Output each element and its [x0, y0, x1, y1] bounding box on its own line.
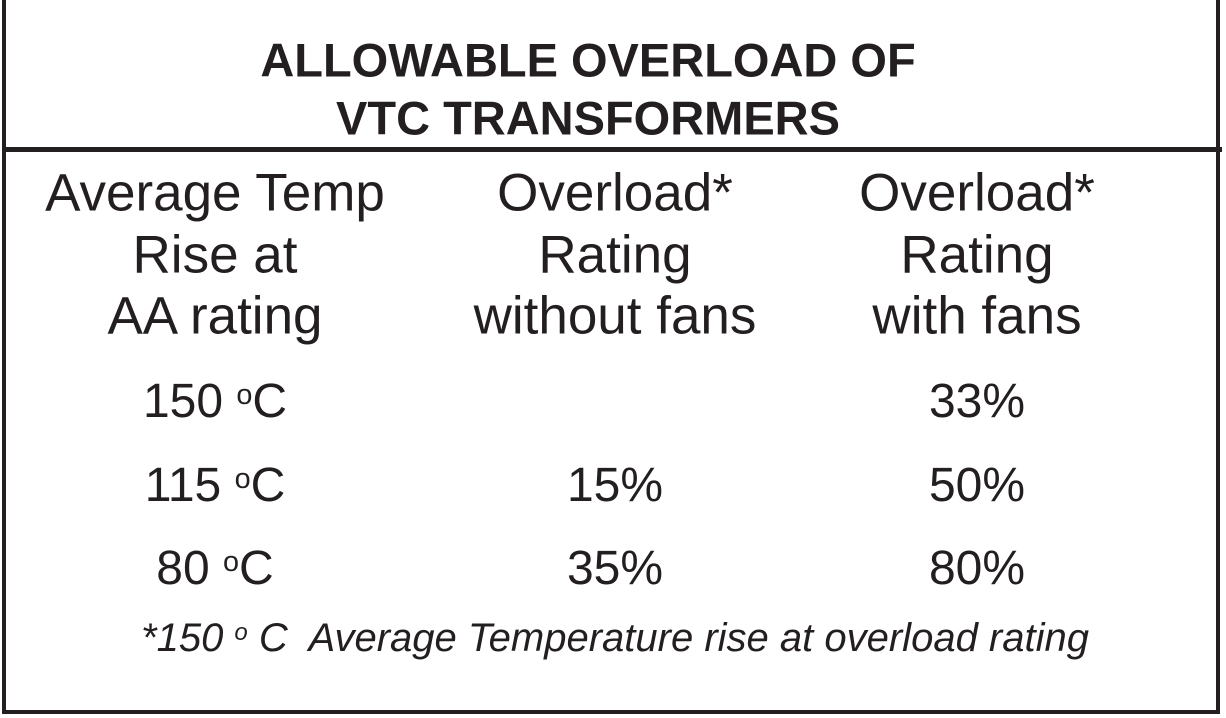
row-3-with-fans: 80% [928, 542, 1026, 595]
header-temp-line-2: Rise at [132, 225, 298, 285]
header-with-fans-line-1: Overload* [859, 163, 1095, 223]
row-2-temp: 115 oC [144, 459, 286, 512]
header-with-fans-line-3: with fans [872, 286, 1082, 346]
title-divider [2, 147, 1222, 152]
footnote: *150 o C Average Temperature rise at ove… [141, 616, 1089, 660]
header-without-fans-line-2: Rating [538, 225, 692, 285]
header-without-fans-line-1: Overload* [497, 163, 733, 223]
row-1-with-fans: 33% [928, 375, 1026, 428]
header-with-fans-line-2: Rating [900, 225, 1054, 285]
row-1-temp: 150 oC [142, 375, 288, 428]
row-3-without-fans: 35% [566, 542, 664, 595]
row-2-with-fans: 50% [928, 459, 1026, 512]
title-line-2: VTC TRANSFORMERS [336, 91, 840, 145]
header-without-fans-line-3: without fans [473, 286, 757, 346]
row-3-temp: 80 oC [156, 542, 274, 595]
row-2-without-fans: 15% [566, 459, 664, 512]
title-line-1: ALLOWABLE OVERLOAD OF [260, 33, 916, 87]
header-temp-line-1: Average Temp [45, 163, 385, 223]
header-temp-line-3: AA rating [107, 286, 323, 346]
